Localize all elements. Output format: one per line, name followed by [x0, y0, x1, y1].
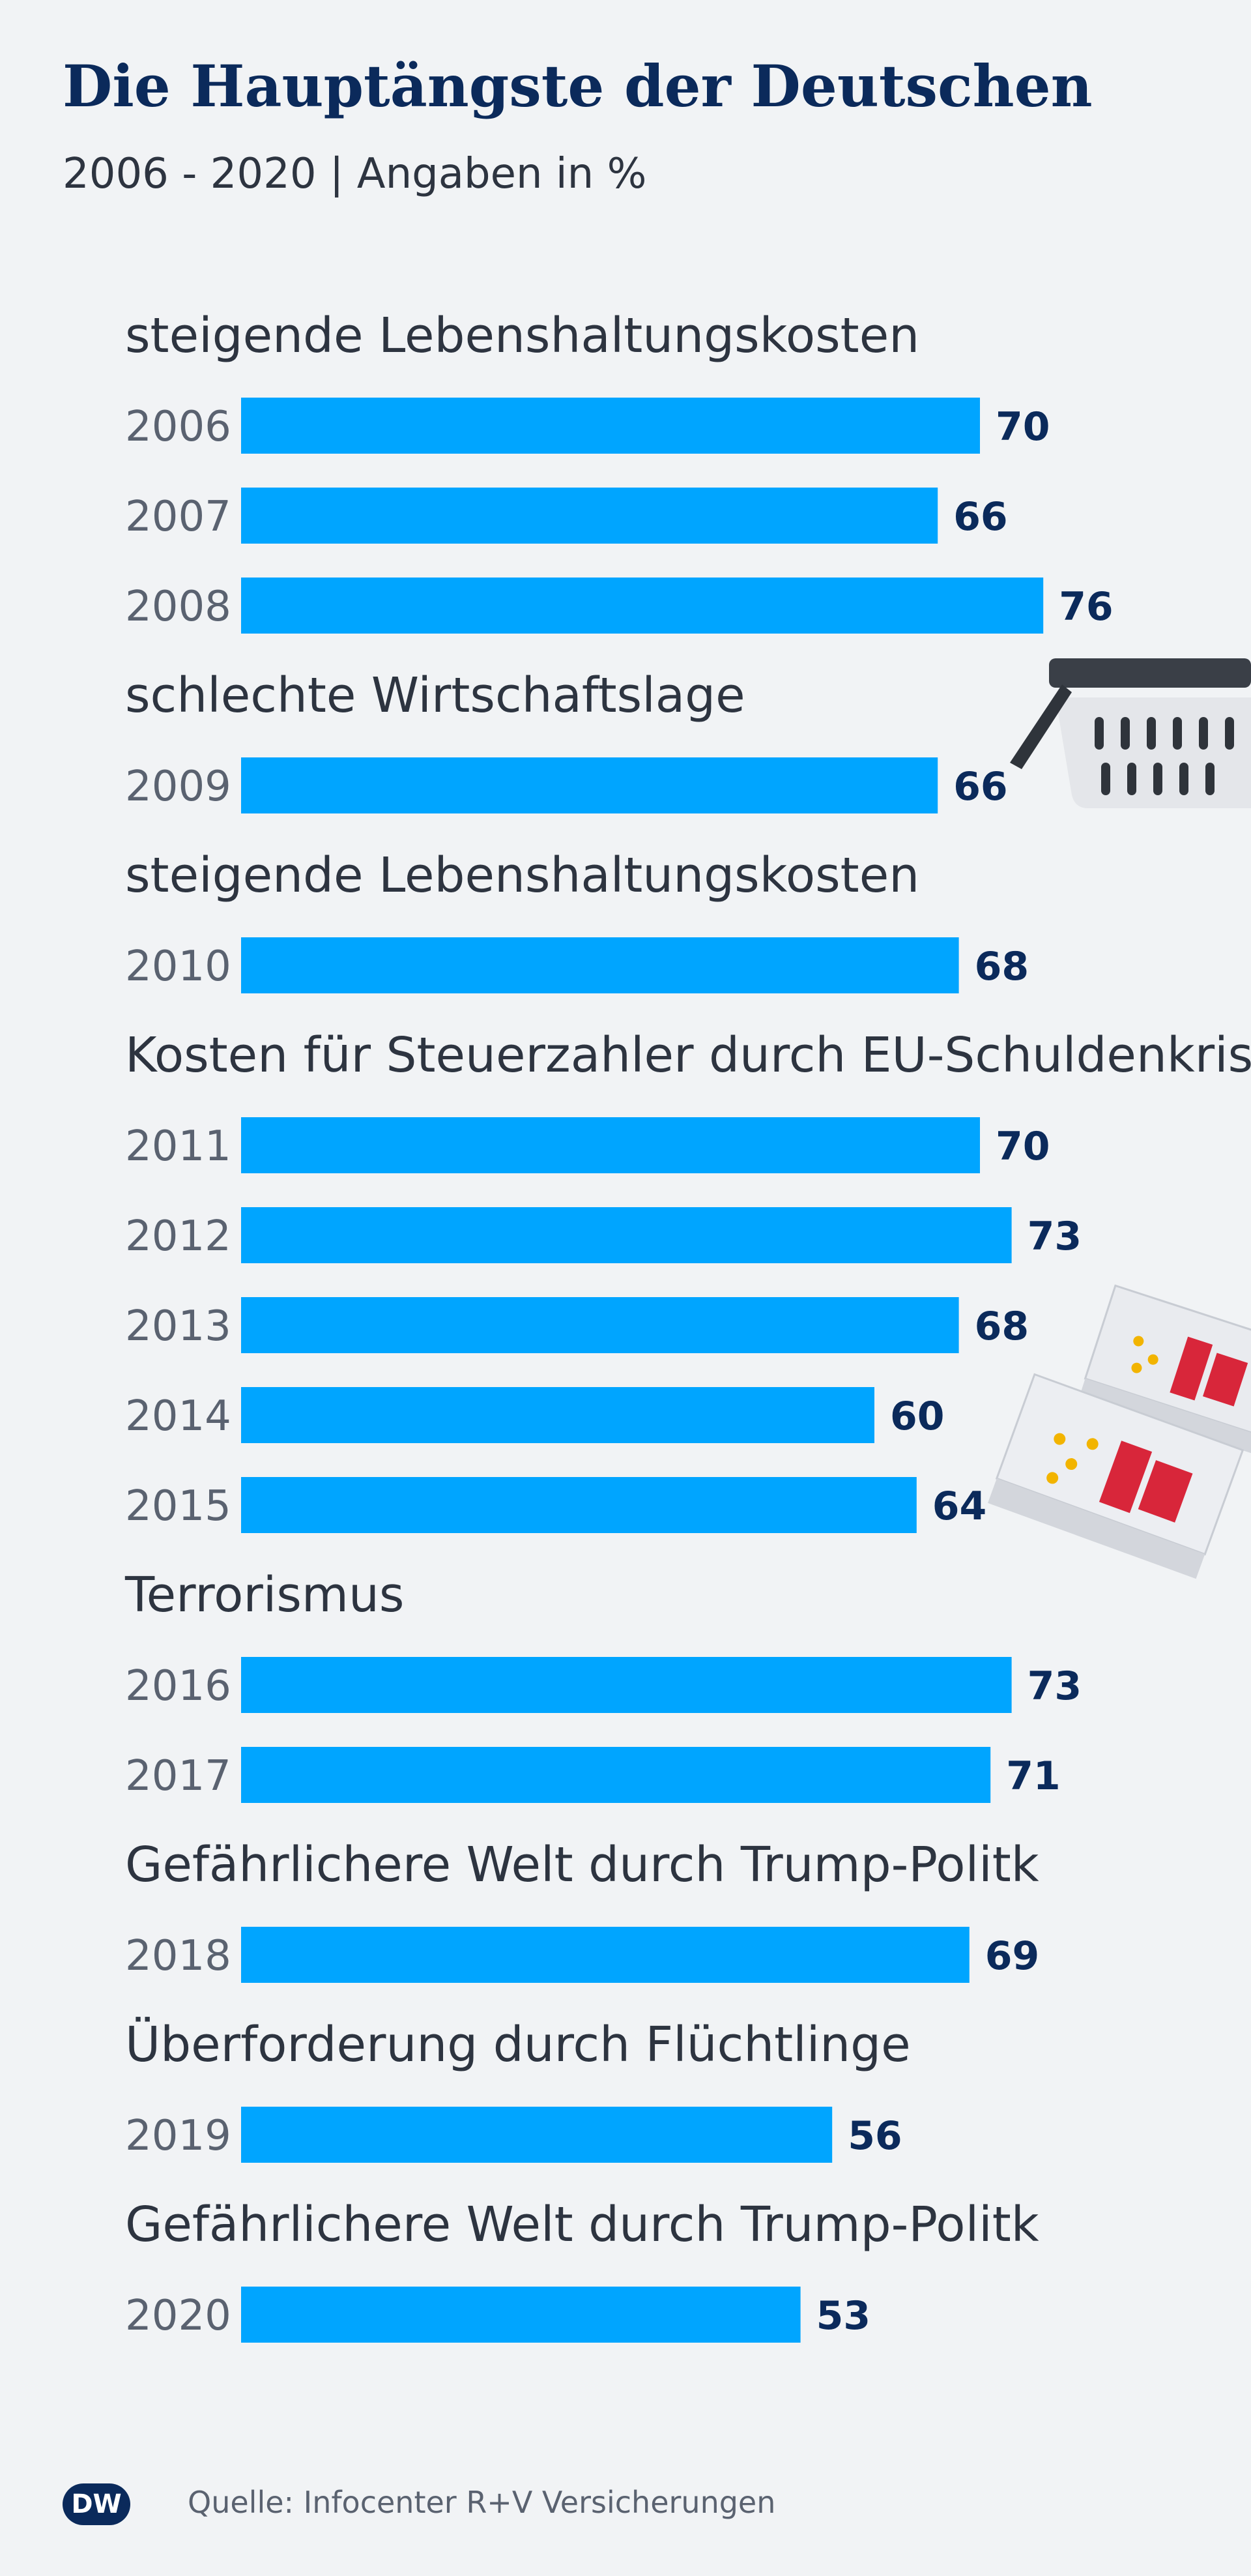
bar [241, 1117, 980, 1173]
year-label: 2008 [125, 583, 231, 631]
year-label: 2011 [125, 1122, 231, 1171]
chart-subtitle: 2006 - 2020 | Angaben in % [63, 150, 647, 198]
bar [241, 1387, 874, 1443]
category-label: steigende Lebenshaltungskosten [125, 308, 919, 364]
value-label: 64 [932, 1484, 987, 1529]
year-label: 2010 [125, 943, 231, 991]
year-label: 2006 [125, 403, 231, 451]
chart-title: Die Hauptängste der Deutschen [63, 52, 1093, 120]
year-label: 2017 [125, 1752, 231, 1800]
value-label: 66 [953, 494, 1008, 540]
bar [241, 757, 938, 813]
category-label: Kosten für Steuerzahler durch EU-Schulde… [125, 1027, 1251, 1083]
bar [241, 1747, 991, 1803]
category-label: Gefährlichere Welt durch Trump-Politk [125, 2197, 1039, 2253]
value-label: 76 [1059, 584, 1114, 630]
bar [241, 1297, 959, 1353]
year-label: 2019 [125, 2112, 231, 2160]
year-label: 2016 [125, 1662, 231, 1710]
euro-banknotes-icon [988, 1284, 1251, 1579]
year-label: 2009 [125, 763, 231, 811]
value-label: 70 [996, 404, 1050, 450]
value-label: 70 [996, 1124, 1050, 1169]
value-label: 68 [975, 1304, 1029, 1349]
year-label: 2012 [125, 1212, 231, 1261]
category-label: Terrorismus [124, 1567, 404, 1623]
year-label: 2007 [125, 493, 231, 541]
bar [241, 1927, 970, 1983]
year-label: 2015 [125, 1482, 231, 1530]
year-label: 2013 [125, 1302, 231, 1351]
year-label: 2020 [125, 2292, 231, 2340]
bar [241, 1477, 917, 1533]
value-label: 73 [1028, 1663, 1082, 1709]
category-label: Überforderung durch Flüchtlinge [125, 2016, 911, 2073]
bar [241, 398, 980, 454]
category-label: schlechte Wirtschaftslage [125, 667, 745, 724]
value-label: 53 [816, 2293, 871, 2339]
bar [241, 937, 959, 993]
year-label: 2014 [125, 1392, 231, 1441]
value-label: 68 [975, 944, 1029, 989]
bar [241, 488, 938, 544]
bar [241, 1657, 1012, 1713]
value-label: 69 [985, 1933, 1040, 1979]
value-label: 73 [1028, 1214, 1082, 1259]
dw-logo: DW [63, 2483, 130, 2525]
value-label: 71 [1006, 1753, 1061, 1799]
shopping-basket-icon [1010, 658, 1251, 808]
bar [241, 578, 1044, 634]
bar [241, 1207, 1012, 1263]
source-note: Quelle: Infocenter R+V Versicherungen [188, 2485, 776, 2520]
value-label: 60 [890, 1394, 945, 1439]
value-label: 66 [953, 764, 1008, 810]
bar [241, 2107, 833, 2163]
category-label: steigende Lebenshaltungskosten [125, 847, 919, 903]
value-label: 56 [848, 2113, 902, 2159]
category-label: Gefährlichere Welt durch Trump-Politk [125, 1837, 1039, 1893]
year-label: 2018 [125, 1932, 231, 1980]
bar [241, 2287, 801, 2343]
